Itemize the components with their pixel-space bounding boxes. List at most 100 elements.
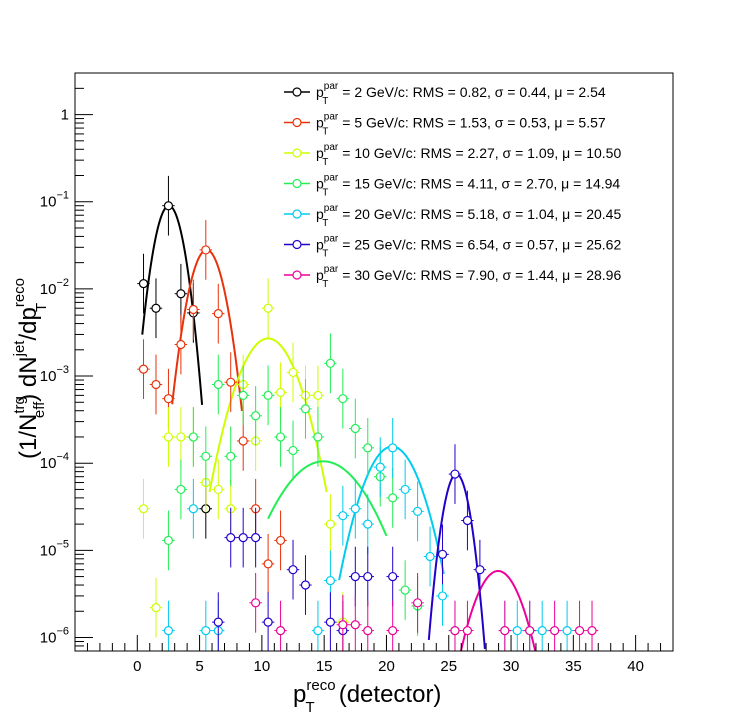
y-axis-title-part1: (1/N [15,414,42,459]
legend-marker [292,87,302,97]
point-marker [163,535,174,546]
point-marker [325,519,335,529]
data-point [162,600,175,651]
legend-entry: ppar T = 30 GeV/c: RMS = 7.90, σ = 1.44, … [284,264,621,290]
data-point [386,600,399,651]
y-axis-title-sup3: reco [11,278,28,307]
point-marker [338,620,348,630]
point-marker [338,511,348,521]
data-point [398,459,412,520]
point-marker [226,377,236,387]
data-point [585,600,599,651]
point-marker [288,445,298,456]
point-marker [251,411,261,421]
point-marker [275,432,286,442]
y-axis-title-part3: /dp [15,307,42,340]
y-tick-label: 10−4 [40,451,69,472]
point-marker [325,617,335,627]
fit-curve-3 [267,460,388,537]
point-marker [525,625,535,636]
point-marker [201,245,211,255]
data-point [548,600,561,651]
point-marker [325,575,335,586]
data-point [187,478,200,539]
data-point [349,594,362,651]
point-marker [462,515,473,526]
point-marker [350,620,360,630]
data-point [212,592,225,651]
data-point [162,510,175,571]
data-point [361,600,374,651]
data-point [336,594,350,651]
legend-marker [292,239,302,250]
point-marker [201,451,211,461]
legend-label: ppar T = 20 GeV/c: RMS = 5.18, σ = 1.04, … [316,203,621,229]
point-marker [188,432,198,442]
data-point [212,354,225,415]
data-point [411,481,424,542]
data-point [523,600,536,651]
point-marker [263,617,273,627]
point-marker [176,289,186,299]
point-marker [537,625,547,636]
legend-marker [292,209,302,219]
point-marker [288,565,298,575]
data-point [261,278,275,339]
point-marker [587,625,597,636]
data-points [137,175,599,651]
data-point [236,507,250,568]
data-point [573,600,586,651]
data-point [249,572,262,633]
x-tick-label: 0 [133,658,141,675]
data-point [261,592,275,651]
data-point [286,539,300,600]
data-point [511,600,524,651]
data-point [436,524,449,585]
point-marker [176,484,186,495]
point-marker [363,625,373,636]
point-marker [226,533,236,543]
y-tick-label: 10−1 [40,190,69,211]
point-marker [151,603,161,613]
point-marker [275,387,286,397]
data-point [286,342,300,403]
point-marker [437,549,448,559]
legend-entry: ppar T = 25 GeV/c: RMS = 6.54, σ = 0.57, … [284,234,621,260]
data-point [361,546,374,607]
y-tick-label: 10−5 [40,538,69,559]
point-marker [512,625,522,636]
data-point [274,407,287,467]
point-marker [238,436,248,446]
data-point [411,572,424,633]
legend-entry: ppar T = 2 GeV/c: RMS = 0.82, σ = 0.44, μ… [284,81,606,107]
point-marker [163,201,174,211]
legend-label: ppar T = 2 GeV/c: RMS = 0.82, σ = 0.44, μ… [316,81,606,107]
point-marker [425,551,435,562]
point-marker [363,519,373,529]
data-point [324,592,337,651]
point-marker [226,451,236,461]
data-point [299,379,312,439]
y-tick-label: 10−2 [40,277,69,298]
point-marker [450,469,460,479]
x-tick-label: 35 [565,658,582,675]
point-marker [176,339,186,350]
point-marker [288,367,298,378]
x-tick-label: 30 [503,658,520,675]
y-axis-title: (1/Ntrg eff) dNjet/dpreco T [11,278,50,459]
y-axis-title-part2: ) dN [15,356,42,401]
legend-label: ppar T = 10 GeV/c: RMS = 2.27, σ = 1.09, … [316,142,621,168]
point-marker [338,394,348,404]
data-point [349,478,362,539]
point-marker [201,625,211,636]
data-point [274,510,287,571]
data-point [386,546,399,607]
point-marker [388,443,398,453]
point-marker [213,309,223,319]
point-marker [313,432,323,442]
legend-label: ppar T = 25 GeV/c: RMS = 6.54, σ = 0.57, … [316,234,621,260]
point-marker [313,625,323,636]
point-marker [562,625,572,636]
